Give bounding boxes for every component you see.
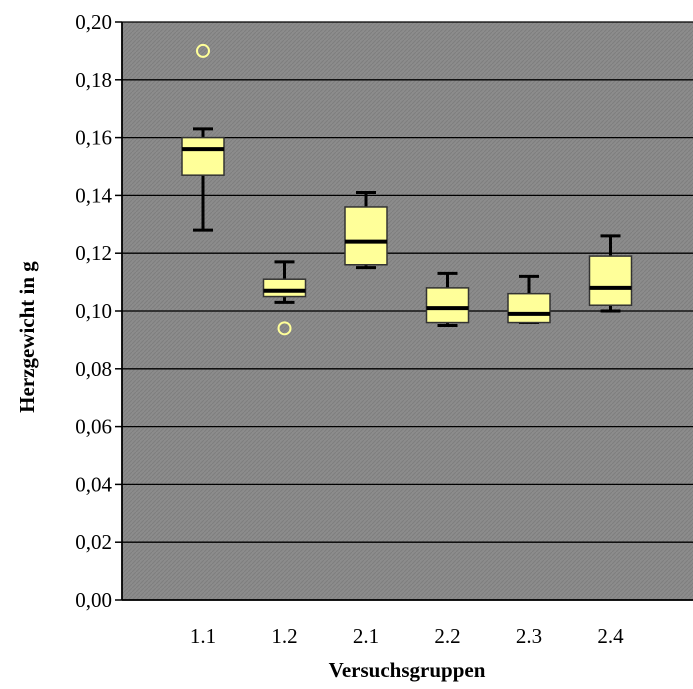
y-tick-labels: 0,00 0,02 0,04 0,06 0,08 0,10 0,12 0,14 0,16 0,18… (75, 10, 112, 612)
outlier-point (196, 43, 210, 58)
box-body (262, 278, 307, 298)
x-tick-label: 2.2 (434, 624, 460, 648)
x-tick-label: 2.3 (516, 624, 542, 648)
y-tick-label: 0,00 (75, 588, 112, 612)
y-tick-label: 0,10 (75, 299, 112, 323)
y-tick-label: 0,14 (75, 183, 112, 207)
box-body (588, 255, 633, 306)
x-tick-labels: 1.1 1.2 2.1 2.2 2.3 2.4 (190, 624, 624, 648)
y-tick-label: 0,18 (75, 68, 112, 92)
x-tick-label: 2.1 (353, 624, 379, 648)
y-tick-label: 0,20 (75, 10, 112, 34)
box-2.3 (507, 274, 551, 325)
box-1.2 (262, 260, 307, 336)
box-2.2 (425, 271, 470, 327)
x-tick-label: 1.1 (190, 624, 216, 648)
box-body (181, 136, 225, 176)
y-tick-label: 0,02 (75, 530, 112, 554)
y-tick-label: 0,12 (75, 241, 112, 265)
x-axis-title: Versuchsgruppen (329, 658, 486, 682)
box-2.1 (344, 191, 388, 270)
box-body (425, 287, 470, 324)
outlier-point (277, 321, 292, 336)
box-body (344, 206, 388, 266)
box-body (507, 292, 551, 324)
y-tick-label: 0,16 (75, 126, 112, 150)
y-tick-label: 0,06 (75, 415, 112, 439)
x-tick-label: 2.4 (597, 624, 624, 648)
y-tick-label: 0,04 (75, 472, 112, 496)
box-series (181, 43, 633, 336)
box-2.4 (588, 234, 633, 313)
y-tick-label: 0,08 (75, 357, 112, 381)
x-tick-label: 1.2 (271, 624, 297, 648)
axes (115, 21, 693, 601)
y-axis-title: Herzgewicht in g (15, 261, 39, 413)
box-1.1 (181, 43, 225, 232)
